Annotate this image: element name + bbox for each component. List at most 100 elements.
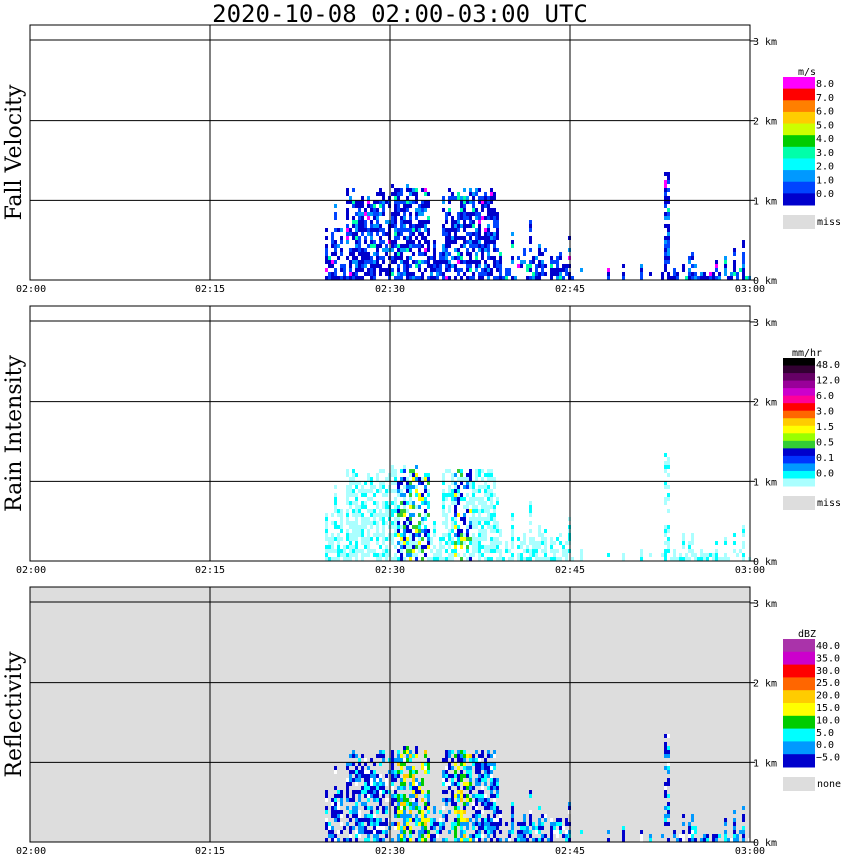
legend-swatch bbox=[783, 690, 815, 704]
legend-miss-swatch bbox=[783, 777, 815, 791]
legend-swatch bbox=[783, 170, 815, 183]
legend-label: 30.0 bbox=[816, 666, 840, 677]
legend-label: 48.0 bbox=[816, 360, 840, 371]
legend-label: 0.0 bbox=[816, 740, 834, 751]
echo-pixels bbox=[325, 453, 751, 561]
legend-label: −5.0 bbox=[816, 753, 840, 764]
plot-frame bbox=[29, 586, 751, 843]
legend-label: 0.1 bbox=[816, 453, 834, 464]
legend-swatch bbox=[783, 365, 815, 374]
legend-swatch bbox=[783, 193, 815, 206]
legend-swatch bbox=[783, 463, 815, 472]
legend-miss-label: miss bbox=[817, 498, 841, 509]
legend-swatch bbox=[783, 728, 815, 742]
y-tick-label: 1 km bbox=[753, 477, 777, 488]
legend-label: 0.0 bbox=[816, 189, 834, 200]
legend-swatch bbox=[783, 395, 815, 404]
legend-swatch bbox=[783, 373, 815, 382]
legend-label: 1.0 bbox=[816, 175, 834, 186]
legend-label: 1.5 bbox=[816, 422, 834, 433]
legend-swatch bbox=[783, 448, 815, 457]
legend-label: 4.0 bbox=[816, 134, 834, 145]
y-tick-label: 1 km bbox=[753, 758, 777, 769]
x-tick-label: 02:15 bbox=[195, 284, 225, 295]
legend-label: 5.0 bbox=[816, 728, 834, 739]
legend-swatch bbox=[783, 741, 815, 755]
x-tick-label: 02:15 bbox=[195, 846, 225, 857]
legend-swatch bbox=[783, 478, 815, 487]
x-tick-label: 02:15 bbox=[195, 565, 225, 576]
legend-swatch bbox=[783, 123, 815, 136]
legend-swatch bbox=[783, 135, 815, 148]
plot-frame bbox=[29, 24, 751, 281]
legend-swatch bbox=[783, 358, 815, 367]
y-tick-label: 2 km bbox=[753, 679, 777, 690]
x-tick-label: 02:30 bbox=[375, 565, 405, 576]
echo-pixels bbox=[325, 734, 751, 842]
panel-reflectivity: 0 km 1 km 2 km 3 km 02:00 02:15 02:30 02:45 03:0… bbox=[2, 586, 841, 857]
legend-unit: dBZ bbox=[798, 629, 816, 640]
legend-unit: m/s bbox=[798, 67, 816, 78]
y-tick-label: 1 km bbox=[753, 196, 777, 207]
legend-unit: mm/hr bbox=[792, 348, 822, 359]
legend-swatch bbox=[783, 418, 815, 427]
legend-swatch bbox=[783, 380, 815, 389]
x-tick-label: 02:30 bbox=[375, 846, 405, 857]
y-tick-label: 0 km bbox=[753, 557, 777, 568]
x-tick-label: 03:00 bbox=[735, 284, 765, 295]
y-tick-label: 2 km bbox=[753, 398, 777, 409]
panel-label: Rain Intensity bbox=[2, 354, 27, 511]
legend-label: 0.5 bbox=[816, 438, 834, 449]
x-tick-label: 03:00 bbox=[735, 565, 765, 576]
legend-swatch bbox=[783, 425, 815, 434]
legend-miss-swatch bbox=[783, 496, 815, 510]
legend-swatch bbox=[783, 403, 815, 412]
panel-label: Reflectivity bbox=[2, 651, 27, 778]
legend-swatch bbox=[783, 664, 815, 678]
y-tick-label: 3 km bbox=[753, 318, 777, 329]
y-tick-label: 0 km bbox=[753, 276, 777, 287]
x-tick-label: 02:45 bbox=[555, 846, 585, 857]
legend-label: 20.0 bbox=[816, 691, 840, 702]
x-tick-label: 02:00 bbox=[16, 565, 46, 576]
legend-swatch bbox=[783, 455, 815, 464]
legend-swatch bbox=[783, 158, 815, 171]
legend-swatch bbox=[783, 146, 815, 159]
legend-miss-label: none bbox=[817, 779, 841, 790]
legend-swatch bbox=[783, 677, 815, 691]
x-tick-label: 02:00 bbox=[16, 284, 46, 295]
panel-fall-velocity: 0 km 1 km 2 km 3 km 02:00 02:15 02:30 02:45 03:0… bbox=[2, 24, 841, 295]
legend-miss-swatch bbox=[783, 215, 815, 229]
y-tick-label: 3 km bbox=[753, 599, 777, 610]
legend-swatch bbox=[783, 388, 815, 397]
legend-label: 0.0 bbox=[816, 469, 834, 480]
legend-label: 15.0 bbox=[816, 703, 840, 714]
legend-swatch bbox=[783, 181, 815, 194]
legend-label: 12.0 bbox=[816, 376, 840, 387]
x-tick-label: 02:00 bbox=[16, 846, 46, 857]
legend-label: 7.0 bbox=[816, 93, 834, 104]
legend-swatch bbox=[783, 754, 815, 768]
legend-label: 6.0 bbox=[816, 391, 834, 402]
y-tick-label: 2 km bbox=[753, 117, 777, 128]
panel-label: Fall Velocity bbox=[2, 84, 27, 220]
legend-swatch bbox=[783, 639, 815, 653]
x-tick-label: 02:30 bbox=[375, 284, 405, 295]
legend-label: 5.0 bbox=[816, 120, 834, 131]
legend-label: 35.0 bbox=[816, 653, 840, 664]
legend-swatch bbox=[783, 88, 815, 101]
legend-swatch bbox=[783, 111, 815, 125]
legend-label: 8.0 bbox=[816, 79, 834, 90]
legend-swatch bbox=[783, 470, 815, 479]
legend-swatch bbox=[783, 410, 815, 419]
legend-swatch bbox=[783, 440, 815, 449]
legend-label: 6.0 bbox=[816, 107, 834, 118]
legend-label: 3.0 bbox=[816, 148, 834, 159]
panel-rain-intensity: 0 km 1 km 2 km 3 km 02:00 02:15 02:30 02:45 03:0… bbox=[2, 305, 841, 576]
legend-label: 3.0 bbox=[816, 407, 834, 418]
echo-pixels bbox=[325, 172, 751, 280]
legend-swatch bbox=[783, 433, 815, 442]
y-tick-label: 0 km bbox=[753, 838, 777, 849]
